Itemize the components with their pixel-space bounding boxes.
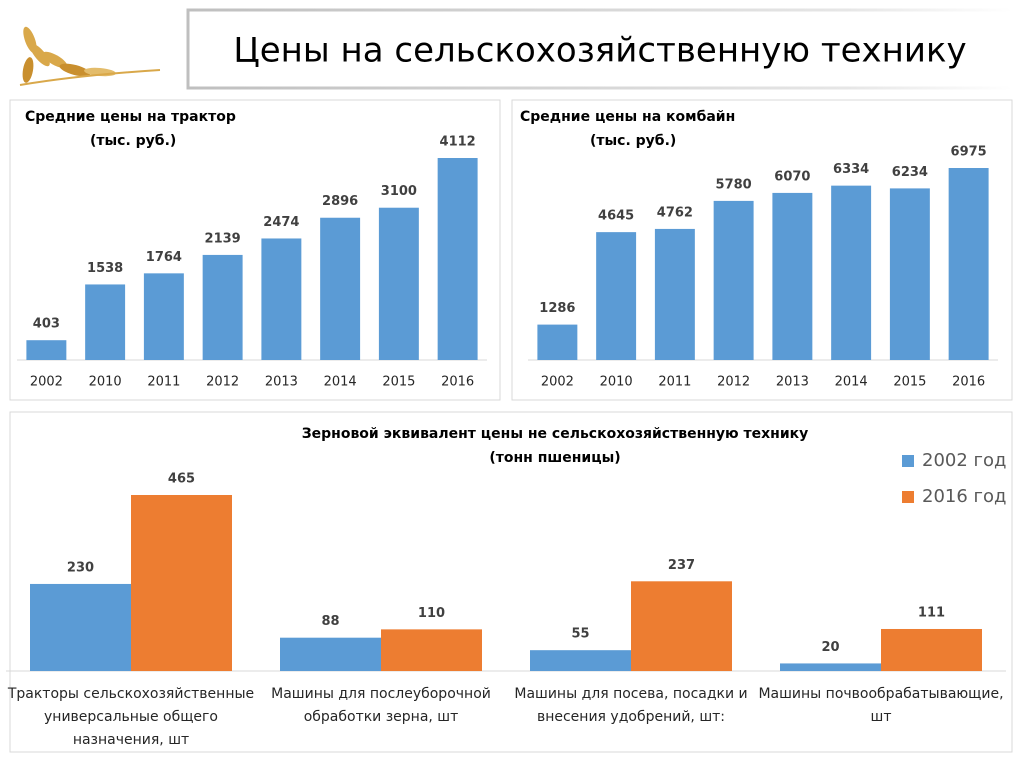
x-tick-label: 2012: [717, 375, 750, 390]
bar: [143, 273, 184, 360]
value-label: 3100: [381, 184, 417, 199]
bar: [85, 284, 126, 360]
legend-swatch: [902, 455, 914, 467]
title-box: [186, 8, 1014, 90]
bar: [596, 232, 637, 360]
x-tick-label: 2011: [658, 375, 691, 390]
wheat-icon: [19, 26, 161, 86]
value-label: 110: [418, 606, 445, 621]
value-label: 4645: [598, 209, 634, 224]
x-tick-label: 2002: [30, 375, 63, 390]
bar: [320, 217, 361, 360]
panel: [9, 99, 501, 401]
x-tick-label: 2010: [89, 375, 122, 390]
bar: [131, 495, 232, 671]
page-title: Цены на сельскохозяйственную технику: [233, 31, 966, 71]
value-label: 4762: [657, 205, 693, 220]
bar: [202, 254, 243, 360]
x-tick-label: Машины для посева, посадки и внесения уд…: [514, 686, 748, 725]
x-tick-label: Машины почвообрабатывающие, шт: [758, 686, 1004, 725]
bar: [631, 581, 732, 671]
bar: [378, 207, 419, 360]
value-label: 1286: [539, 301, 575, 316]
x-tick-label: 2014: [835, 375, 868, 390]
x-tick-label: Машины для послеуборочной обработки зерн…: [271, 686, 491, 725]
bar: [831, 185, 872, 360]
x-tick-label: 2015: [893, 375, 926, 390]
bar: [889, 188, 930, 360]
bar: [881, 628, 982, 671]
value-label: 20: [821, 640, 839, 655]
value-label: 2139: [205, 231, 241, 246]
x-tick-label: 2011: [147, 375, 180, 390]
bar: [948, 168, 989, 360]
value-label: 6234: [892, 165, 928, 180]
x-tick-label: 2013: [265, 375, 298, 390]
value-label: 465: [168, 472, 195, 487]
bar: [261, 238, 302, 360]
x-tick-label: 2010: [600, 375, 633, 390]
bar: [780, 663, 881, 671]
legend-label: 2016 год: [922, 486, 1006, 507]
x-tick-label: 2013: [776, 375, 809, 390]
value-label: 55: [571, 627, 589, 642]
bar: [654, 228, 695, 360]
bar: [280, 637, 381, 671]
value-label: 230: [67, 560, 94, 575]
chart-title: Средние цены на трактор: [25, 109, 236, 125]
chart-title: Зерновой эквивалент цены не сельскохозяй…: [302, 426, 809, 442]
bar: [26, 340, 67, 360]
value-label: 1764: [146, 250, 182, 265]
bar: [537, 324, 578, 360]
value-label: 6334: [833, 162, 869, 177]
bar: [713, 200, 754, 360]
value-label: 2896: [322, 194, 358, 209]
x-tick-label: 2015: [382, 375, 415, 390]
value-label: 6975: [951, 145, 987, 160]
value-label: 2474: [263, 215, 299, 230]
value-label: 4112: [440, 135, 476, 150]
value-label: 403: [33, 317, 60, 332]
bar: [381, 629, 482, 671]
x-tick-label: 2002: [541, 375, 574, 390]
value-label: 5780: [716, 177, 752, 192]
x-tick-label: Тракторы сельскохозяйственные универсаль…: [7, 686, 255, 748]
value-label: 88: [321, 614, 339, 629]
legend-label: 2002 год: [922, 450, 1006, 471]
bar: [772, 192, 813, 360]
chart-subtitle: (тонн пшеницы): [489, 450, 620, 466]
chart-subtitle: (тыс. руб.): [90, 133, 176, 149]
x-tick-label: 2016: [952, 375, 985, 390]
x-tick-label: 2014: [324, 375, 357, 390]
x-tick-label: 2012: [206, 375, 239, 390]
bar: [30, 583, 131, 671]
value-label: 1538: [87, 261, 123, 276]
legend-swatch: [902, 491, 914, 503]
bar: [530, 650, 631, 671]
panel: [511, 99, 1013, 401]
bar: [437, 158, 478, 360]
x-tick-label: 2016: [441, 375, 474, 390]
chart-subtitle: (тыс. руб.): [590, 133, 676, 149]
value-label: 111: [918, 605, 945, 620]
value-label: 237: [668, 558, 695, 573]
value-label: 6070: [774, 169, 810, 184]
chart-title: Средние цены на комбайн: [520, 109, 735, 125]
